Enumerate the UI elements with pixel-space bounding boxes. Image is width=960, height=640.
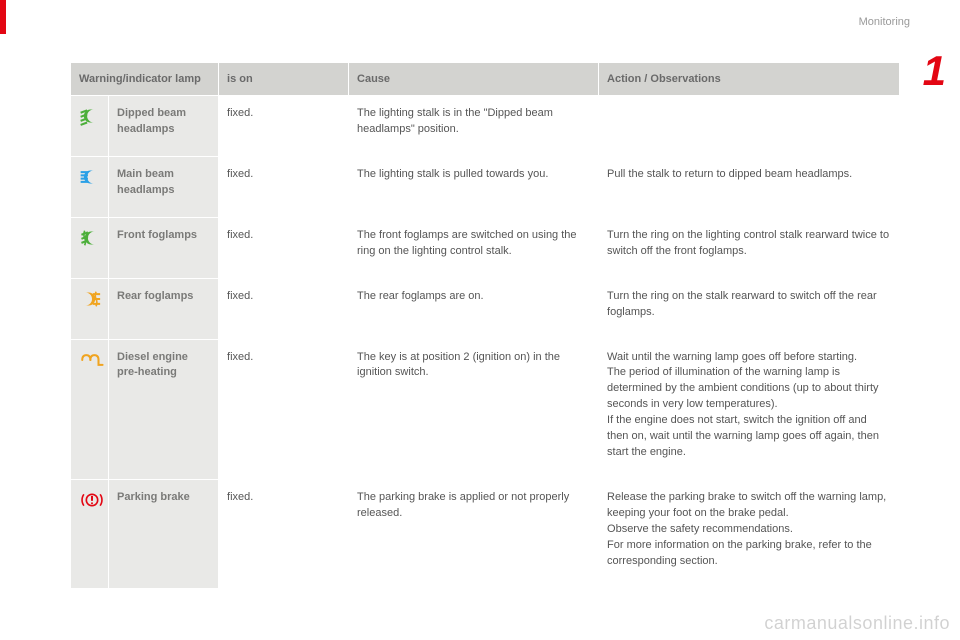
lamp-action: Wait until the warning lamp goes off bef…	[599, 339, 900, 480]
lamp-name: Rear foglamps	[109, 278, 219, 339]
lamp-cause: The front foglamps are switched on using…	[349, 217, 599, 278]
table-row: Diesel engine pre-heating fixed. The key…	[71, 339, 900, 480]
page-accent-bar	[0, 0, 6, 34]
lamp-action: Turn the ring on the lighting control st…	[599, 217, 900, 278]
table-header-row: Warning/indicator lamp is on Cause Actio…	[71, 63, 900, 96]
lamp-state: fixed.	[219, 217, 349, 278]
col-action: Action / Observations	[599, 63, 900, 96]
table-row: Main beam headlamps fixed. The lighting …	[71, 156, 900, 217]
parking-brake-icon	[71, 480, 109, 589]
lamp-action: Pull the stalk to return to dipped beam …	[599, 156, 900, 217]
lamp-cause: The lighting stalk is pulled towards you…	[349, 156, 599, 217]
main-beam-icon	[71, 156, 109, 217]
lamp-cause: The lighting stalk is in the "Dipped bea…	[349, 96, 599, 157]
section-header: Monitoring	[859, 16, 910, 28]
lamp-name: Dipped beam headlamps	[109, 96, 219, 157]
lamp-state: fixed.	[219, 96, 349, 157]
table-row: Parking brake fixed. The parking brake i…	[71, 480, 900, 589]
lamp-cause: The parking brake is applied or not prop…	[349, 480, 599, 589]
table-row: Rear foglamps fixed. The rear foglamps a…	[71, 278, 900, 339]
front-fog-icon	[71, 217, 109, 278]
watermark-text: carmanualsonline.info	[764, 613, 950, 634]
lamp-name: Main beam headlamps	[109, 156, 219, 217]
lamp-name: Front foglamps	[109, 217, 219, 278]
rear-fog-icon	[71, 278, 109, 339]
preheat-icon	[71, 339, 109, 480]
lamp-cause: The rear foglamps are on.	[349, 278, 599, 339]
col-state: is on	[219, 63, 349, 96]
lamp-action: Release the parking brake to switch off …	[599, 480, 900, 589]
lamp-action: Turn the ring on the stalk rearward to s…	[599, 278, 900, 339]
col-lamp: Warning/indicator lamp	[71, 63, 219, 96]
indicator-lamp-table: Warning/indicator lamp is on Cause Actio…	[70, 62, 900, 589]
table-row: Front foglamps fixed. The front foglamps…	[71, 217, 900, 278]
lamp-name: Parking brake	[109, 480, 219, 589]
lamp-state: fixed.	[219, 339, 349, 480]
col-cause: Cause	[349, 63, 599, 96]
lamp-cause: The key is at position 2 (ignition on) i…	[349, 339, 599, 480]
table-row: Dipped beam headlamps fixed. The lightin…	[71, 96, 900, 157]
lamp-action	[599, 96, 900, 157]
lamp-state: fixed.	[219, 480, 349, 589]
chapter-number: 1	[923, 50, 946, 92]
dipped-beam-icon	[71, 96, 109, 157]
table-body: Dipped beam headlamps fixed. The lightin…	[71, 96, 900, 589]
lamp-name: Diesel engine pre-heating	[109, 339, 219, 480]
lamp-state: fixed.	[219, 278, 349, 339]
lamp-state: fixed.	[219, 156, 349, 217]
